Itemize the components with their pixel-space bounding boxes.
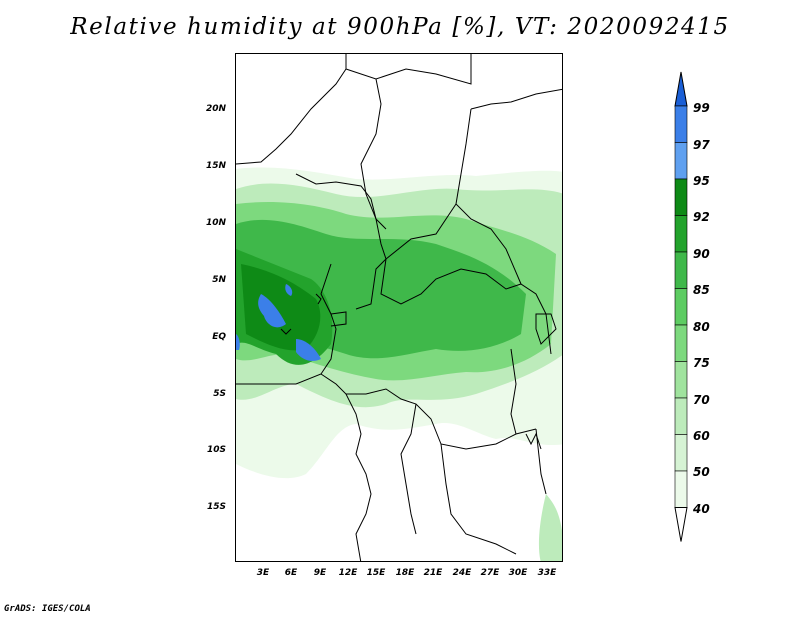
lon-label-33e: 33E bbox=[537, 568, 557, 578]
lon-label-9e: 9E bbox=[313, 568, 327, 578]
lon-label-27e: 27E bbox=[480, 568, 500, 578]
lon-label-21e: 21E bbox=[423, 568, 443, 578]
lon-label-6e: 6E bbox=[284, 568, 298, 578]
colorbar-segment bbox=[674, 142, 688, 180]
lat-label-10s: 10S bbox=[206, 445, 226, 455]
colorbar-segment bbox=[674, 324, 688, 362]
humidity-map bbox=[236, 54, 562, 561]
colorbar-arrow-top bbox=[674, 71, 688, 107]
grads-credit: GrADS: IGES/COLA bbox=[4, 604, 91, 614]
lat-label-eq: EQ bbox=[212, 332, 226, 342]
colorbar-arrow-bottom bbox=[674, 507, 688, 542]
colorbar-segment bbox=[674, 434, 688, 472]
lon-label-18e: 18E bbox=[395, 568, 415, 578]
lat-label-15s: 15S bbox=[206, 502, 226, 512]
coastline-borders bbox=[236, 54, 562, 561]
lon-label-3e: 3E bbox=[256, 568, 270, 578]
colorbar-label-97: 97 bbox=[693, 138, 710, 152]
lat-label-15n: 15N bbox=[205, 161, 226, 171]
lat-label-20n: 20N bbox=[205, 104, 226, 114]
colorbar-label-80: 80 bbox=[693, 320, 710, 334]
colorbar-segment bbox=[674, 288, 688, 326]
colorbar-label-40: 40 bbox=[693, 502, 710, 516]
lon-label-15e: 15E bbox=[366, 568, 386, 578]
lat-label-5s: 5S bbox=[213, 389, 226, 399]
colorbar-segment bbox=[674, 397, 688, 435]
colorbar bbox=[674, 71, 688, 542]
colorbar-segment bbox=[674, 178, 688, 216]
colorbar-label-85: 85 bbox=[693, 283, 710, 297]
colorbar-label-75: 75 bbox=[693, 356, 710, 370]
colorbar-label-92: 92 bbox=[693, 210, 710, 224]
colorbar-segment bbox=[674, 251, 688, 289]
colorbar-label-70: 70 bbox=[693, 393, 710, 407]
lon-label-24e: 24E bbox=[452, 568, 472, 578]
lon-label-30e: 30E bbox=[508, 568, 528, 578]
map-panel bbox=[235, 53, 563, 562]
lat-label-10n: 10N bbox=[205, 218, 226, 228]
humidity-shading bbox=[236, 167, 562, 561]
map-title: Relative humidity at 900hPa [%], VT: 202… bbox=[70, 14, 730, 40]
colorbar-label-60: 60 bbox=[693, 429, 710, 443]
colorbar-label-50: 50 bbox=[693, 465, 710, 479]
lon-label-12e: 12E bbox=[338, 568, 358, 578]
colorbar-segment bbox=[674, 361, 688, 399]
colorbar-segment bbox=[674, 105, 688, 143]
colorbar-label-99: 99 bbox=[693, 101, 710, 115]
colorbar-segment bbox=[674, 470, 688, 508]
lat-label-5n: 5N bbox=[212, 275, 226, 285]
colorbar-segment bbox=[674, 215, 688, 253]
colorbar-label-95: 95 bbox=[693, 174, 710, 188]
colorbar-label-90: 90 bbox=[693, 247, 710, 261]
